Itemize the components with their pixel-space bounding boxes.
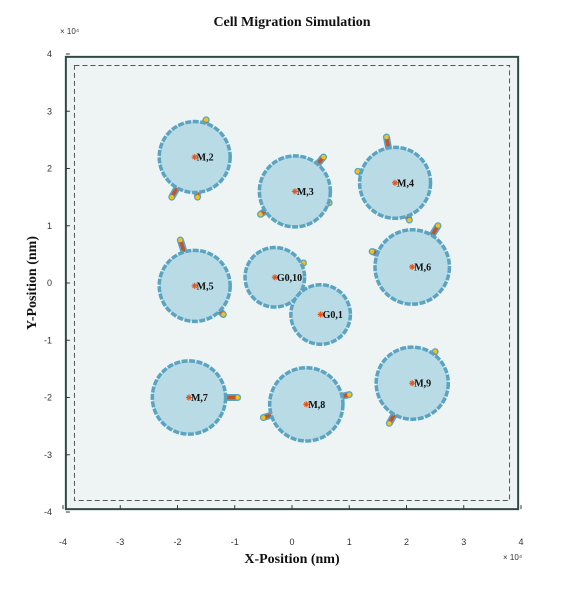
y-tick-label: 4: [47, 49, 52, 59]
cell-label: G0,1: [323, 310, 343, 321]
cell-center-marker: [192, 154, 198, 160]
cell-protrusion-tip: [178, 237, 183, 243]
x-tick-label: 0: [289, 537, 294, 547]
cell-protrusion-tip: [435, 223, 441, 228]
cell-center-marker: [318, 312, 324, 317]
y-tick-label: -4: [44, 507, 52, 517]
cell-label: M,9: [414, 379, 431, 390]
y-exponent-label: × 10⁴: [60, 27, 80, 36]
cell-label: G0,10: [277, 273, 302, 284]
cell-center-marker: [272, 274, 278, 280]
y-tick-label: 3: [47, 106, 52, 116]
cell-label: M,5: [197, 281, 214, 292]
cell-label: M,3: [297, 187, 314, 198]
cell-protrusion-tip: [203, 117, 209, 123]
cell: M,6: [368, 222, 452, 306]
cell: M,5: [157, 236, 232, 324]
cell: M,3: [257, 153, 333, 229]
x-tick-label: -1: [231, 537, 239, 547]
y-tick-label: -1: [44, 335, 52, 345]
cell-protrusion-tip: [384, 134, 389, 140]
cell: M,9: [374, 345, 451, 427]
cell-protrusion-tip: [321, 154, 326, 160]
x-tick-label: 4: [518, 537, 523, 547]
cell-center-marker: [409, 264, 415, 270]
cell-protrusion-tip: [195, 194, 200, 200]
x-tick-label: 3: [461, 537, 466, 547]
cell-label: M,7: [191, 393, 208, 404]
x-exponent-label: × 10⁴: [503, 553, 523, 562]
cell-protrusion-tip: [235, 395, 240, 400]
cell-label: M,6: [414, 262, 431, 273]
x-tick-label: 2: [404, 537, 409, 547]
cell-center-marker: [192, 283, 198, 289]
arena-inner-boundary: [73, 64, 511, 502]
cell-center-marker: [303, 401, 309, 407]
cell-center-marker: [409, 380, 415, 386]
cell-protrusion-tip: [387, 421, 392, 426]
cell-protrusion-tip: [355, 169, 361, 174]
cell: M,7: [150, 359, 242, 436]
y-tick-label: 1: [47, 221, 52, 231]
x-tick-label: 1: [347, 537, 352, 547]
y-tick-label: 0: [47, 278, 52, 288]
cell-protrusion-tip: [261, 415, 266, 420]
cell-center-marker: [292, 188, 298, 194]
x-tick-label: -4: [59, 537, 67, 547]
cell-center-marker: [186, 395, 192, 400]
cell: M,4: [354, 133, 433, 224]
y-tick-label: 2: [47, 164, 52, 174]
cell-protrusion-tip: [347, 392, 352, 397]
chart-title: Cell Migration Simulation: [213, 15, 370, 30]
cells-layer: M,2 M,3 M,4 M,5 G0,10 G0,1 M,6 M,7 M,8 M,9: [150, 116, 452, 443]
cell-label: M,4: [397, 178, 414, 189]
cell-protrusion-tip: [169, 194, 174, 200]
cell-protrusion-tip: [369, 249, 375, 254]
x-tick-label: -2: [173, 537, 181, 547]
x-tick-label: -3: [116, 537, 124, 547]
cell-label: M,2: [197, 153, 214, 164]
cell-protrusion-tip: [407, 217, 412, 223]
ticks-layer: -4 -3 -2 -1 0 1 2 3 4 -4 -3 -2 -1 0 1 2 3 4: [44, 49, 524, 547]
y-axis-label: Y-Position (nm): [25, 236, 40, 330]
cell-protrusion-tip: [221, 312, 226, 317]
cell: G0,1: [289, 282, 353, 347]
cell-center-marker: [392, 180, 398, 186]
cell-label: M,8: [308, 400, 325, 411]
cell: G0,10: [243, 245, 307, 309]
y-tick-label: -3: [44, 450, 52, 460]
x-axis-label: X-Position (nm): [244, 552, 340, 567]
y-tick-label: -2: [44, 393, 52, 403]
cell: M,8: [259, 365, 353, 443]
cell-protrusion-tip: [258, 212, 263, 217]
cell: M,2: [157, 116, 232, 201]
